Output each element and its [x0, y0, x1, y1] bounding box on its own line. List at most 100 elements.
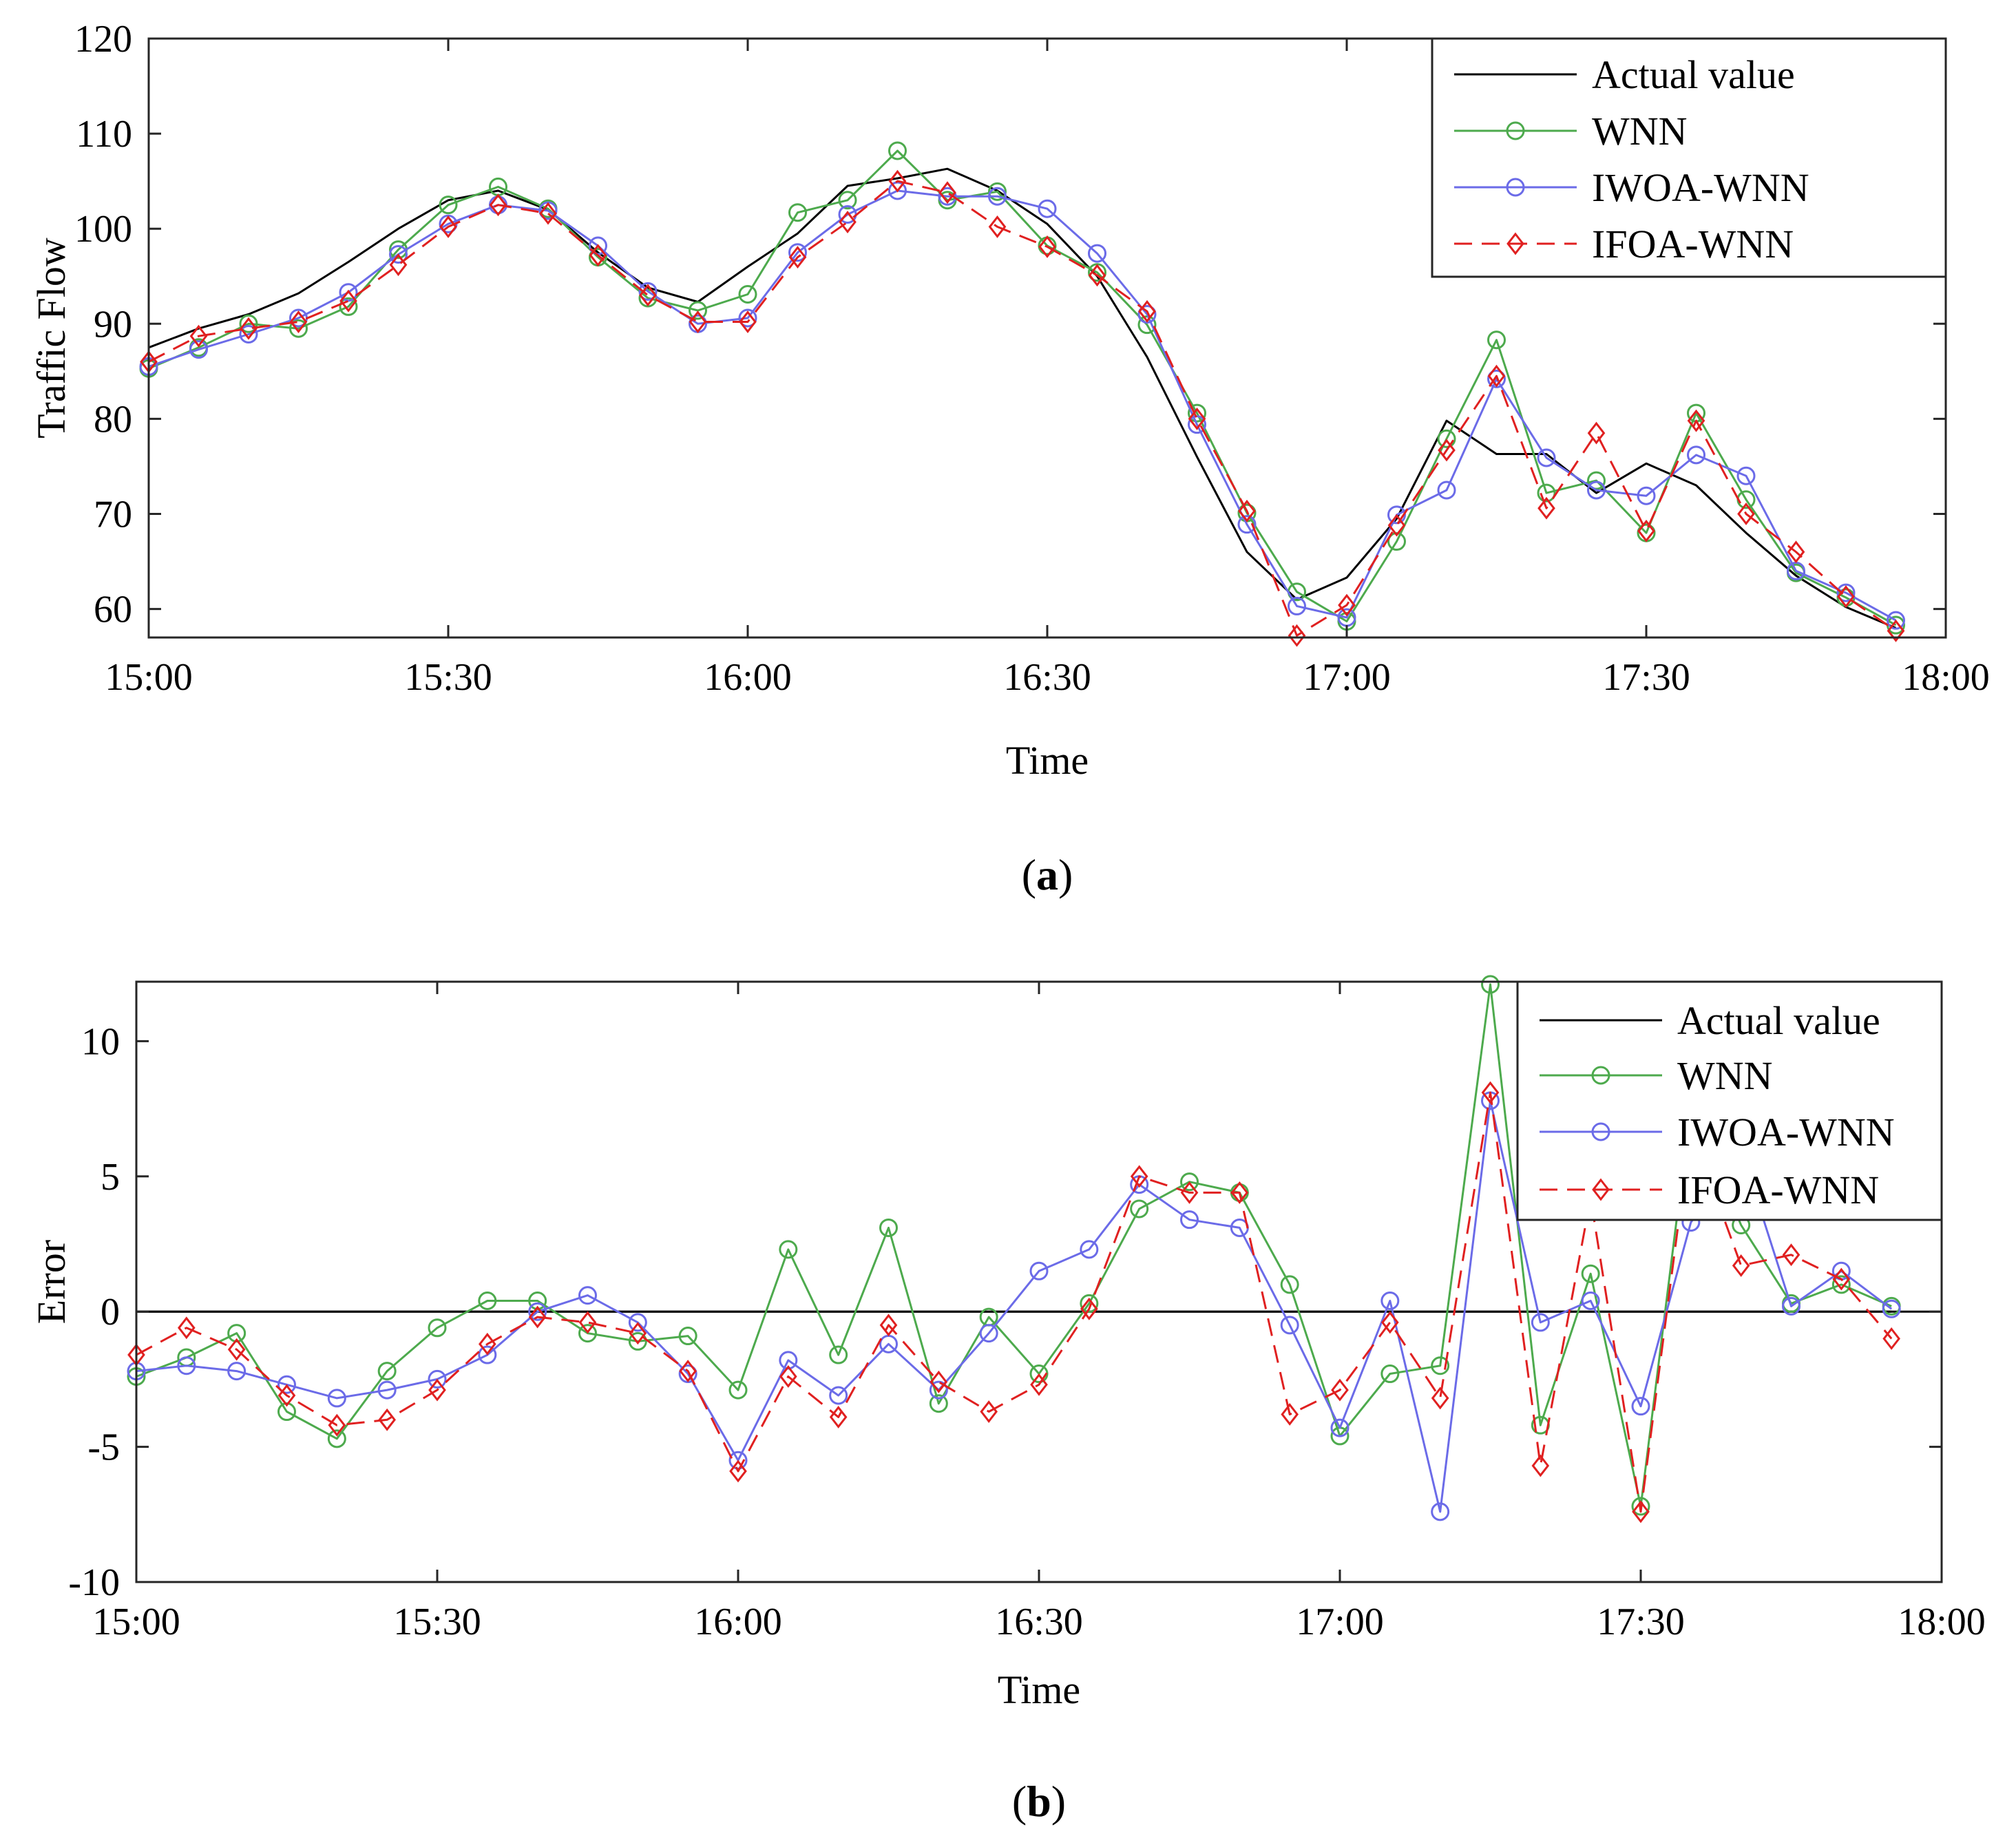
data-point-b-3-10	[629, 1322, 647, 1345]
data-point-b-1-6	[428, 1318, 447, 1338]
legend-box-b	[1516, 980, 1943, 1221]
data-point-a-2-25	[1387, 505, 1406, 525]
data-point-b-2-7	[478, 1345, 497, 1364]
data-point-b-3-11	[679, 1360, 697, 1383]
data-point-a-1-3	[289, 319, 308, 338]
data-point-b-1-13	[779, 1240, 798, 1259]
data-point-b-1-15	[879, 1218, 898, 1237]
data-point-a-3-5	[389, 253, 408, 277]
data-point-a-3-8	[539, 202, 557, 225]
data-point-b-2-6	[428, 1369, 447, 1389]
series-b-iwoa-wnn	[127, 1091, 1901, 1521]
data-point-a-3-21	[1188, 407, 1206, 430]
data-point-b-3-19	[1080, 1297, 1098, 1320]
series-line-a-3	[148, 180, 1897, 637]
legend-marker-a-1	[1506, 121, 1525, 140]
data-point-a-2-19	[1088, 244, 1106, 263]
series-layer-a	[139, 141, 1905, 647]
data-point-a-3-17	[988, 215, 1007, 238]
data-point-b-2-16	[929, 1380, 948, 1400]
data-point-b-2-10	[628, 1313, 647, 1332]
data-point-b-2-29	[1581, 1291, 1600, 1310]
x-tick-label-a-4: 17:00	[1303, 656, 1391, 699]
data-point-b-2-3	[277, 1375, 296, 1394]
legend-label-b-2: IWOA-WNN	[1677, 1110, 1895, 1155]
data-point-b-1-25	[1380, 1364, 1400, 1384]
data-point-b-3-1	[178, 1316, 196, 1340]
data-point-b-3-4	[328, 1413, 346, 1437]
caption-open-paren-a: (	[1022, 850, 1036, 899]
x-tick-label-b-5: 17:30	[1597, 1601, 1685, 1643]
series-a-iwoa-wnn	[139, 181, 1905, 630]
data-point-b-3-13	[779, 1365, 797, 1388]
chart-panel-a: 15:00 15:30 16:00 16:30 17:00 17:30 18:00 60 70…	[29, 18, 1990, 899]
data-point-b-3-8	[528, 1305, 547, 1329]
data-point-a-2-28	[1537, 448, 1556, 467]
data-point-b-2-28	[1531, 1313, 1550, 1332]
data-point-a-1-6	[439, 196, 458, 215]
data-point-a-1-21	[1188, 403, 1206, 423]
caption-letter-b: b	[1027, 1777, 1051, 1826]
x-axis-label-a: Time	[1006, 738, 1089, 783]
data-point-b-1-16	[929, 1394, 948, 1413]
data-point-a-3-18	[1038, 235, 1056, 258]
caption-close-paren-a: )	[1058, 850, 1073, 899]
data-point-b-2-24	[1330, 1418, 1350, 1437]
y-tick-label-a-4: 100	[74, 208, 132, 251]
data-point-a-3-15	[888, 169, 907, 193]
data-point-a-2-1	[189, 340, 208, 359]
plot-area-b	[127, 975, 1943, 1583]
data-point-a-1-26	[1437, 429, 1456, 448]
y-tick-label-b-1: -5	[87, 1426, 120, 1469]
data-point-b-3-28	[1531, 1454, 1550, 1477]
x-tick-label-a-1: 15:30	[404, 656, 492, 699]
data-point-a-2-30	[1637, 486, 1656, 505]
data-point-b-3-3	[277, 1384, 296, 1407]
data-point-b-3-34	[1832, 1267, 1851, 1291]
data-point-a-2-2	[239, 324, 258, 344]
x-tick-label-a-2: 16:00	[704, 656, 792, 699]
data-point-a-1-25	[1387, 532, 1406, 551]
data-point-a-2-23	[1288, 596, 1306, 615]
y-tick-label-b-0: -10	[68, 1561, 120, 1604]
data-point-a-2-18	[1038, 199, 1057, 218]
data-point-a-2-12	[738, 308, 757, 328]
x-axis-label-b: Time	[998, 1667, 1080, 1712]
series-layer-b	[127, 975, 1901, 1524]
data-point-b-2-26	[1431, 1502, 1450, 1521]
data-point-b-3-30	[1632, 1500, 1650, 1524]
data-point-b-3-18	[1030, 1373, 1048, 1396]
data-point-a-3-33	[1787, 540, 1805, 564]
data-point-b-1-9	[578, 1324, 597, 1343]
legend-marker-a-2	[1506, 178, 1525, 197]
legend-marker-a-3	[1506, 232, 1524, 255]
caption-close-paren-b: )	[1051, 1777, 1066, 1826]
data-point-b-2-5	[377, 1380, 397, 1400]
data-point-b-3-16	[930, 1370, 948, 1393]
data-point-b-1-29	[1581, 1264, 1600, 1283]
data-point-a-2-26	[1437, 481, 1456, 500]
data-point-a-3-16	[938, 181, 956, 204]
data-point-a-2-4	[339, 283, 358, 302]
chart-panel-b: 15:00 15:30 16:00 16:30 17:00 17:30 18:00 -10 -…	[29, 975, 1986, 1826]
data-point-b-3-22	[1230, 1181, 1249, 1204]
data-point-b-2-4	[327, 1389, 346, 1408]
data-point-b-3-27	[1481, 1081, 1500, 1104]
data-point-b-1-12	[728, 1380, 748, 1400]
data-point-b-2-25	[1380, 1291, 1400, 1310]
data-point-b-2-35	[1882, 1299, 1901, 1318]
data-point-b-1-21	[1180, 1172, 1199, 1192]
data-point-b-1-20	[1130, 1199, 1149, 1219]
data-point-b-3-17	[980, 1400, 998, 1423]
y-tick-label-a-1: 70	[94, 493, 132, 536]
data-point-a-3-13	[788, 246, 807, 269]
data-point-b-3-9	[578, 1311, 597, 1334]
legend-marker-b-2	[1591, 1122, 1610, 1141]
data-point-a-3-1	[189, 324, 208, 348]
panel-caption-b: (b)	[1012, 1777, 1066, 1826]
x-tick-labels-b: 15:00 15:30 16:00 16:30 17:00 17:30 18:00	[92, 1601, 1986, 1643]
x-tick-label-b-2: 16:00	[694, 1601, 782, 1643]
data-point-b-1-30	[1631, 1497, 1650, 1516]
data-point-a-3-20	[1138, 299, 1156, 323]
